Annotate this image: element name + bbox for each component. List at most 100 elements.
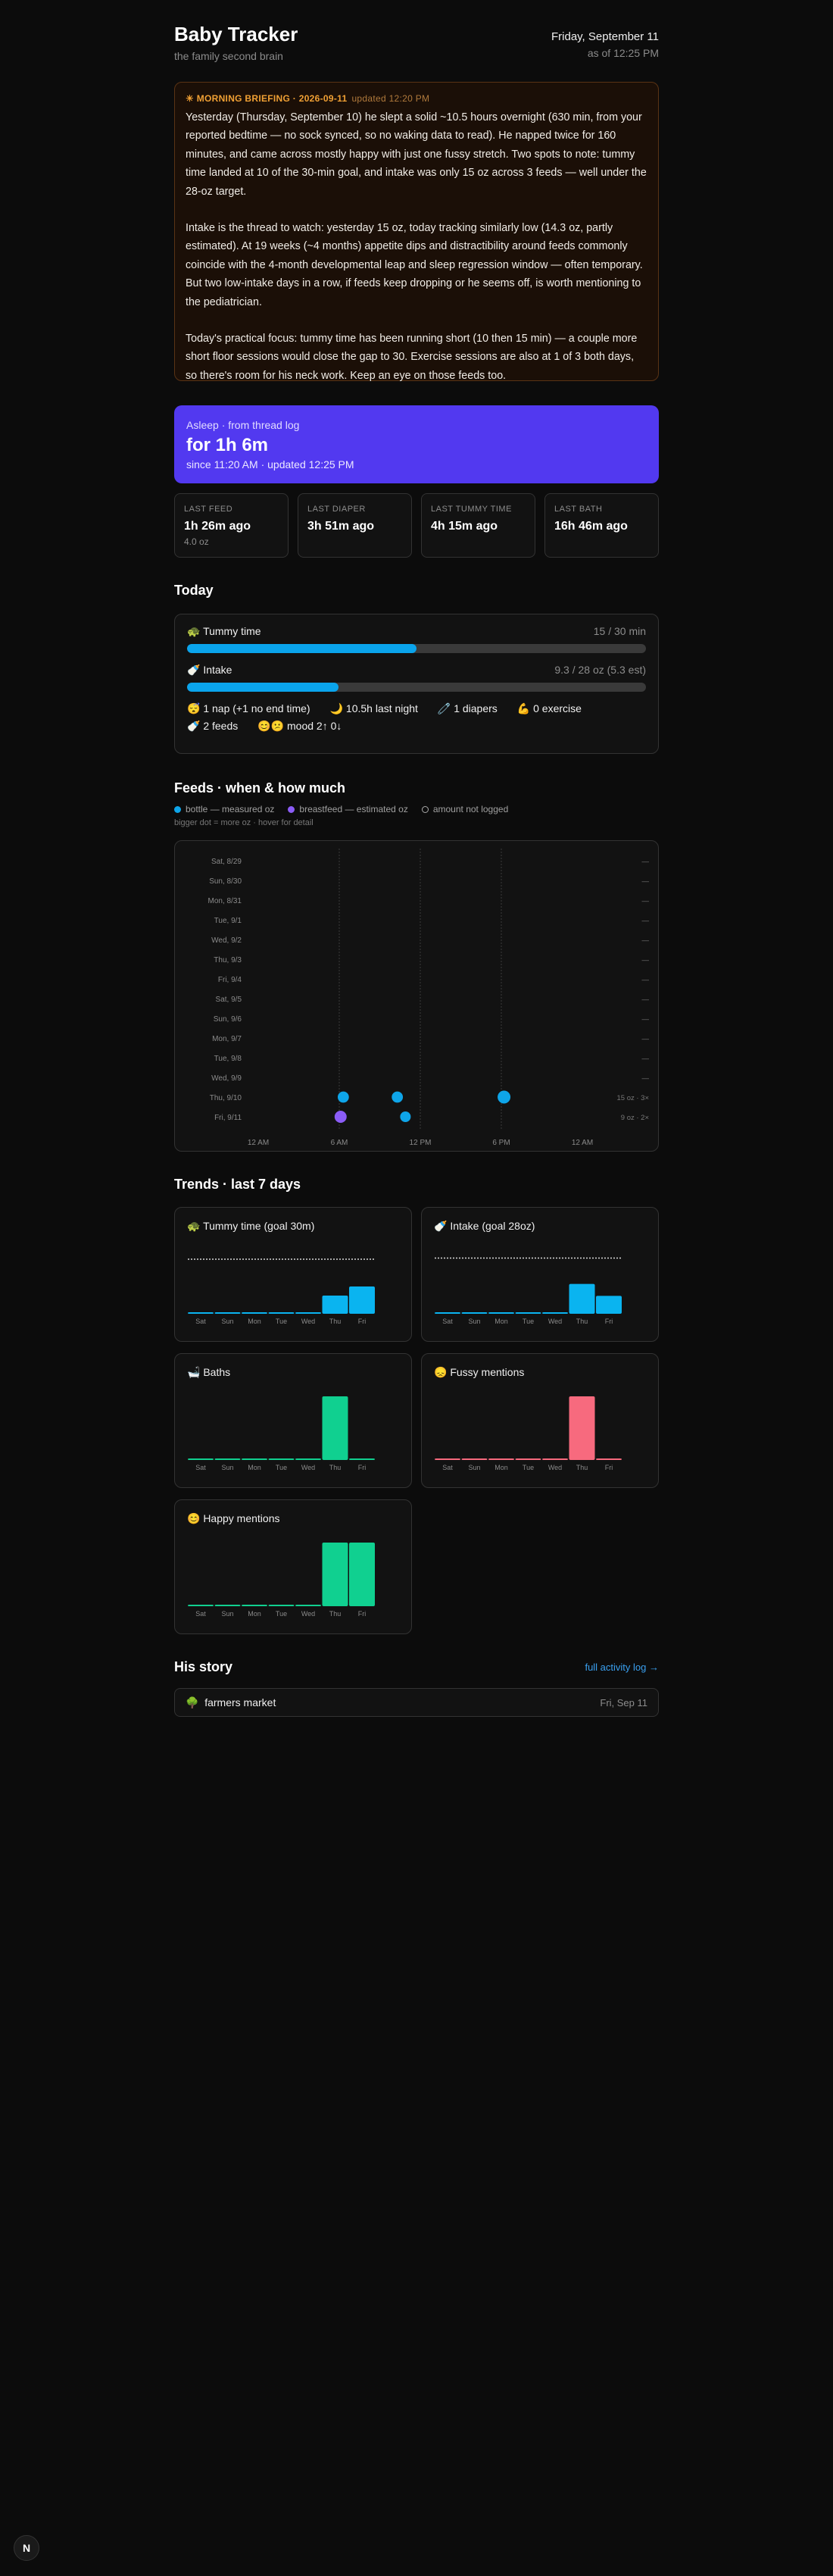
bottle-dot-icon (174, 806, 181, 813)
stat-last-bath: LAST BATH 16h 46m ago (544, 493, 659, 558)
intake-progress-fill (187, 683, 339, 692)
tummy-time-label: 🐢 Tummy time (187, 625, 261, 638)
trend-bar (435, 1458, 460, 1460)
story-heading: His story (174, 1659, 233, 1674)
stat-label: LAST FEED (184, 505, 233, 514)
feeds-legend: bottle — measured oz breastfeed — estima… (174, 804, 508, 814)
row-label: Fri, 9/11 (214, 1114, 242, 1122)
diapers-chip: 🧷 1 diapers (437, 702, 498, 714)
trend-bar (214, 1605, 241, 1606)
tummy-time-progress-fill (187, 644, 416, 653)
trend-card: 🍼 Intake (goal 28oz) Sat Sun Mon Tue Wed Thu Fr… (421, 1207, 659, 1342)
trend-day-label: Thu (576, 1464, 588, 1471)
row-label: Tue, 9/1 (214, 917, 242, 925)
story-item[interactable]: 🌳 farmers market Fri, Sep 11 (174, 1688, 659, 1717)
exercise-chip: 💪 0 exercise (516, 702, 582, 714)
tummy-time-name: Tummy time (203, 625, 261, 637)
full-activity-log-link[interactable]: full activity log → (585, 1662, 659, 1673)
story-item-label: 🌳 farmers market (186, 1696, 276, 1709)
trend-bar (435, 1312, 460, 1314)
trend-bar (515, 1458, 541, 1460)
trend-day-label: Tue (276, 1464, 287, 1471)
feed-point (337, 1091, 349, 1103)
trend-day-label: Sun (468, 1318, 480, 1325)
tummy-time-value: 15 / 30 min (593, 625, 646, 637)
trend-bar (188, 1458, 214, 1460)
trend-card: 🐢 Tummy time (goal 30m) Sat Sun Mon Tue Wed Th… (174, 1207, 412, 1342)
trend-bar (268, 1458, 295, 1460)
row-total: — (642, 1035, 650, 1043)
bottle-icon: 🍼 (187, 664, 201, 676)
trend-day-label: Sun (221, 1318, 233, 1325)
row-label: Mon, 8/31 (208, 897, 242, 905)
x-tick-label: 12 AM (572, 1139, 593, 1147)
intake-name: Intake (203, 664, 232, 676)
intake-label: 🍼 Intake (187, 664, 232, 677)
stat-value: 16h 46m ago (554, 520, 628, 533)
row-total: — (642, 976, 650, 984)
trend-day-label: Mon (248, 1464, 261, 1471)
row-total: — (642, 1015, 650, 1024)
trend-card: 😞 Fussy mentions Sat Sun Mon Tue Wed Thu Fri (421, 1353, 659, 1488)
feeds-chart-card: Sat, 8/29 — Sun, 8/30 — Mon, 8/31 — Tue, 9/1 — W… (174, 840, 659, 1152)
trends-heading: Trends · last 7 days (174, 1177, 301, 1192)
trend-title: 🐢 Tummy time (goal 30m) (187, 1220, 315, 1232)
header-as-of: as of 12:25 PM (587, 47, 659, 59)
trend-bar (214, 1312, 241, 1314)
trend-day-label: Fri (358, 1610, 367, 1618)
row-total: — (642, 1074, 650, 1083)
n-badge[interactable]: N (14, 2535, 39, 2561)
nap-chip: 😴 1 nap (+1 no end time) (187, 702, 310, 714)
stat-value: 3h 51m ago (307, 520, 375, 533)
trend-day-label: Thu (329, 1464, 342, 1471)
feeds-chip: 🍼 2 feeds (187, 720, 239, 732)
trend-bar (322, 1396, 348, 1460)
trend-day-label: Sun (221, 1610, 233, 1618)
trend-day-label: Mon (494, 1318, 508, 1325)
trend-bar (488, 1312, 514, 1314)
stat-last-diaper: LAST DIAPER 3h 51m ago (298, 493, 412, 558)
trend-bar (542, 1312, 568, 1314)
trend-day-label: Wed (548, 1464, 562, 1471)
trend-bar (242, 1312, 267, 1314)
legend-not-logged: amount not logged (421, 804, 509, 814)
stat-label: LAST TUMMY TIME (431, 505, 512, 514)
trend-card: 😊 Happy mentions Sat Sun Mon Tue Wed Thu Fri (174, 1499, 412, 1634)
trend-bar (242, 1605, 267, 1606)
briefing-updated: updated 12:20 PM (351, 93, 430, 104)
row-total: — (642, 936, 650, 945)
story-item-name: farmers market (204, 1696, 276, 1708)
feed-point (400, 1111, 411, 1122)
row-label: Sun, 9/6 (214, 1015, 242, 1024)
legend-not-logged-label: amount not logged (432, 804, 509, 814)
asleep-duration: for 1h 6m (186, 435, 269, 455)
trend-day-label: Fri (358, 1318, 367, 1325)
today-heading: Today (174, 583, 214, 598)
morning-briefing-card: ☀ MORNING BRIEFING · 2026-09-11 updated 1… (174, 82, 659, 382)
trend-bar (268, 1605, 295, 1606)
trend-bar (214, 1458, 241, 1460)
stat-last-tummy-time: LAST TUMMY TIME 4h 15m ago (421, 493, 535, 558)
stat-value: 4h 15m ago (431, 520, 498, 533)
story-item-date: Fri, Sep 11 (600, 1697, 647, 1708)
intake-value: 9.3 / 28 oz (5.3 est) (554, 664, 646, 676)
trend-bar (569, 1283, 595, 1314)
feed-point (392, 1091, 404, 1103)
legend-breastfeed: breastfeed — estimated oz (288, 804, 408, 814)
today-summary-chips: 😴 1 nap (+1 no end time) 🌙 10.5h last ni… (187, 702, 646, 733)
trend-day-label: Tue (276, 1318, 287, 1325)
briefing-paragraph: Intake is the thread to watch: yesterday… (186, 222, 643, 308)
app-title: Baby Tracker (174, 23, 298, 45)
trend-bar (461, 1458, 488, 1460)
legend-breastfeed-label: breastfeed — estimated oz (299, 804, 408, 814)
trend-bar (322, 1296, 348, 1314)
feeds-hint: bigger dot = more oz · hover for detail (174, 818, 314, 827)
last-events-row: LAST FEED 1h 26m ago 4.0 oz LAST DIAPER … (174, 493, 659, 558)
briefing-title: ☀ MORNING BRIEFING · 2026-09-11 (186, 93, 348, 104)
trend-bar (268, 1312, 295, 1314)
trend-day-label: Wed (301, 1610, 315, 1618)
asleep-status-card: Asleep · from thread log for 1h 6m since… (174, 405, 659, 483)
feed-point (498, 1090, 511, 1104)
trend-bar (349, 1286, 375, 1314)
asleep-since: since 11:20 AM · updated 12:25 PM (186, 458, 354, 470)
